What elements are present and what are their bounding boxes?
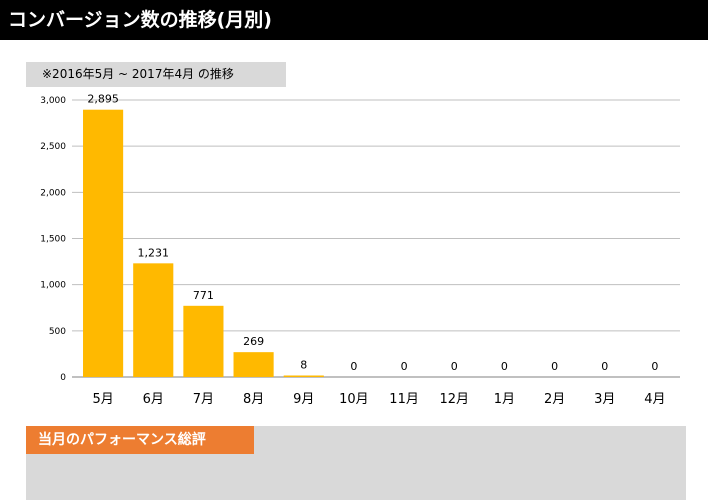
data-label: 0 <box>551 360 558 373</box>
data-label: 8 <box>300 359 307 372</box>
data-label: 1,231 <box>138 246 170 259</box>
data-labels: 2,895 1,231 771 269 8 0 0 0 0 0 0 0 <box>87 93 658 373</box>
y-tick-label: 2,000 <box>40 188 66 198</box>
x-category-label: 4月 <box>644 392 665 407</box>
bar <box>83 109 124 377</box>
data-label: 269 <box>243 335 264 348</box>
grid-lines <box>72 99 680 378</box>
x-category-label: 10月 <box>339 392 369 407</box>
x-category-label: 9月 <box>293 392 314 407</box>
x-category-label: 5月 <box>92 392 113 407</box>
x-category-label: 2月 <box>544 392 565 407</box>
bars <box>83 109 324 377</box>
x-category-label: 8月 <box>243 392 264 407</box>
y-tick-label: 0 <box>60 373 66 383</box>
conversion-bar-chart: 0 500 1,000 1,500 2,000 2,500 3,000 2,895 1,231… <box>40 93 680 407</box>
y-tick-label: 500 <box>49 327 66 337</box>
data-label: 0 <box>601 360 608 373</box>
x-category-label: 6月 <box>143 392 164 407</box>
x-category-label: 1月 <box>494 392 515 407</box>
x-category-label: 7月 <box>193 392 214 407</box>
bar <box>183 305 224 377</box>
y-tick-label: 2,500 <box>40 142 66 152</box>
data-label: 0 <box>401 360 408 373</box>
page-title: コンバージョン数の推移(月別) <box>0 0 708 40</box>
bar <box>233 352 274 377</box>
bar <box>283 375 324 377</box>
x-category-label: 11月 <box>389 392 419 407</box>
summary-section-title: 当月のパフォーマンス総評 <box>26 426 254 454</box>
data-label: 0 <box>501 360 508 373</box>
y-axis-ticks: 0 500 1,000 1,500 2,000 2,500 3,000 <box>40 96 66 383</box>
y-tick-label: 3,000 <box>40 96 66 106</box>
x-category-label: 12月 <box>439 392 469 407</box>
y-tick-label: 1,500 <box>40 235 66 245</box>
data-label: 2,895 <box>87 93 119 106</box>
x-axis-categories: 5月 6月 7月 8月 9月 10月 11月 12月 1月 2月 3月 4月 <box>92 392 665 407</box>
data-label: 0 <box>651 360 658 373</box>
bar <box>133 263 174 377</box>
y-tick-label: 1,000 <box>40 281 66 291</box>
x-category-label: 3月 <box>594 392 615 407</box>
data-label: 0 <box>451 360 458 373</box>
period-label: ※2016年5月 ~ 2017年4月 の推移 <box>26 62 286 87</box>
data-label: 771 <box>193 289 214 302</box>
data-label: 0 <box>350 360 357 373</box>
